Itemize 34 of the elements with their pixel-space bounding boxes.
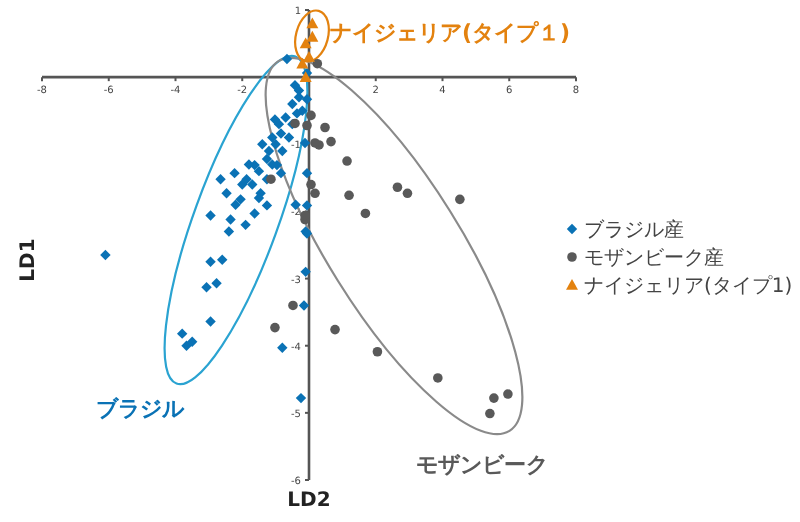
point — [270, 322, 280, 333]
y-axis-title: LD1 — [18, 238, 40, 282]
annotation: ナイジェリア(タイプ１) — [330, 20, 571, 46]
point — [306, 17, 319, 29]
point — [372, 346, 383, 357]
point — [306, 179, 316, 190]
point — [342, 156, 352, 166]
point — [330, 324, 340, 335]
point — [303, 51, 315, 62]
annotation: モザンビーク — [416, 452, 548, 478]
point — [344, 190, 354, 201]
point — [288, 300, 298, 311]
point — [306, 110, 316, 121]
point — [503, 389, 513, 399]
point — [320, 122, 330, 133]
point — [485, 408, 495, 419]
point — [433, 373, 443, 383]
point — [326, 136, 336, 147]
point — [302, 120, 312, 131]
legend-label: モザンビーク産 — [584, 246, 724, 270]
point — [296, 57, 309, 69]
legend-label: ナイジェリア(タイプ1) — [584, 274, 793, 298]
point — [402, 188, 413, 199]
point — [489, 393, 499, 403]
point — [392, 182, 403, 193]
annotation: ブラジル — [96, 396, 186, 422]
point — [455, 194, 465, 205]
point — [299, 37, 312, 49]
point — [360, 208, 371, 219]
x-axis-title: LD2 — [287, 490, 331, 512]
point — [266, 174, 276, 184]
point — [312, 58, 323, 69]
point — [310, 188, 320, 199]
legend-label: ブラジル産 — [584, 218, 684, 242]
